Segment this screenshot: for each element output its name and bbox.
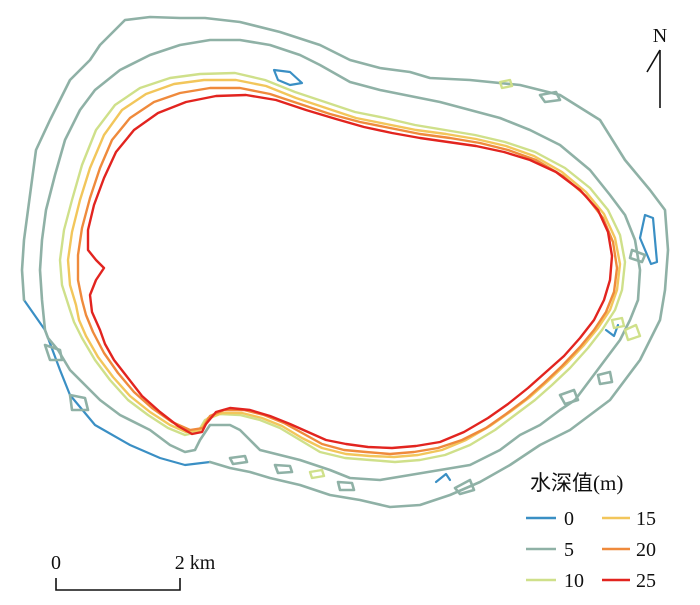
contour-0m-island-north [272,68,304,87]
legend-item-0: 0 [526,508,574,530]
contour-5m-outer [20,15,670,509]
contour-0m-southeast [434,472,452,484]
contour-5m-islet-8 [558,388,580,406]
legend-label-0: 0 [564,508,574,530]
north-arrow: N [646,25,667,108]
contour-10m-islet-3 [308,468,326,480]
scale-bar-line [55,578,181,591]
north-label: N [653,25,667,47]
north-arrow-head [646,49,661,73]
legend-item-5: 5 [526,539,574,561]
contour-15m-line [66,78,622,459]
contour-20m [76,86,619,456]
contour-15m [66,78,622,459]
contour-5m-islet-10 [628,248,647,264]
contour-10m [58,71,642,480]
scale-bar-start-label: 0 [51,552,61,574]
legend-label-15: 15 [636,508,656,530]
contour-10m-islet-1 [610,316,626,330]
contour-5m-islet-1 [43,343,64,362]
contour-25m [86,93,614,450]
contour-10m-line [58,71,627,464]
legend-label-5: 5 [564,539,574,561]
contour-20m-line [76,86,619,456]
legend-item-10: 10 [526,570,584,592]
contour-5m-inner [38,38,642,482]
contour-10m-islet-4 [498,78,514,90]
contour-0m [22,68,659,484]
contour-5m-islet-3 [273,463,294,475]
contour-5m-islet-2 [68,393,90,412]
legend-item-25: 25 [602,570,656,592]
contour-0m-west [22,298,212,467]
scale-bar-end-label: 2 km [175,552,216,574]
contour-5m-islet-7 [596,370,614,386]
contour-0m-island-east [638,213,659,266]
contour-10m-islet-2 [623,323,642,342]
legend-label-20: 20 [636,539,656,561]
contour-5m-islet-4 [336,480,356,492]
contour-5m [20,15,670,509]
legend-label-25: 25 [636,570,656,592]
legend: 水深值(m) 0 5 10 15 20 25 [526,471,656,592]
legend-item-15: 15 [602,508,656,530]
contour-5m-islet-6 [538,90,562,104]
contour-5m-islet-9 [228,454,249,466]
contours [20,15,670,509]
contour-25m-line [86,93,614,450]
legend-label-10: 10 [564,570,584,592]
contour-5m-islet-5 [453,478,476,496]
legend-item-20: 20 [602,539,656,561]
scale-bar: 0 2 km [51,552,216,591]
legend-title: 水深值(m) [530,471,623,495]
